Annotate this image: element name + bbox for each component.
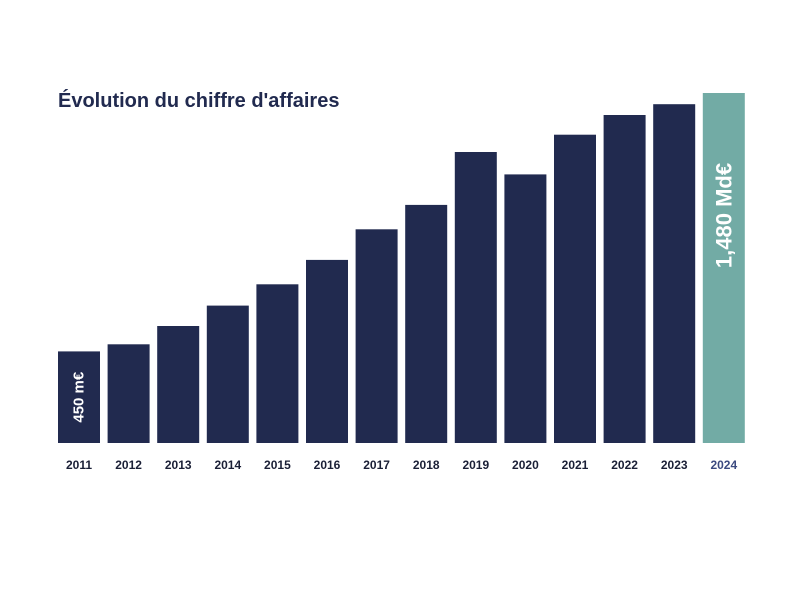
bar-2023 [653, 104, 696, 443]
bar-2014 [206, 305, 249, 443]
x-tick-label-2016: 2016 [314, 458, 341, 472]
x-tick-label-2017: 2017 [363, 458, 390, 472]
x-tick-label-2012: 2012 [115, 458, 142, 472]
x-tick-label-2015: 2015 [264, 458, 291, 472]
chart-title: Évolution du chiffre d'affaires [58, 90, 340, 112]
x-tick-label-2024: 2024 [710, 458, 737, 472]
bar-2018 [405, 204, 448, 443]
bar-2021 [554, 134, 596, 443]
x-tick-label-2021: 2021 [562, 458, 589, 472]
bar-value-label-2024: 1,480 Md€ [711, 163, 736, 268]
x-tick-label-2011: 2011 [66, 458, 92, 472]
bar-2024 [702, 93, 745, 443]
bar-2011 [58, 351, 100, 443]
bar-2019 [454, 152, 497, 443]
x-tick-label-2019: 2019 [462, 458, 489, 472]
x-tick-labels-group: 2011 2012 2013 2014 2015 2016 2017 2018 2019 2020… [66, 458, 737, 472]
x-tick-label-2023: 2023 [661, 458, 688, 472]
bar-2015 [256, 284, 299, 443]
bar-2017 [355, 229, 398, 443]
bar-2012 [107, 344, 150, 443]
bar-value-label-2011: 450 m€ [71, 371, 88, 423]
x-tick-label-2013: 2013 [165, 458, 192, 472]
bar-2013 [157, 326, 200, 443]
bar-labels-group: 450 m€ 1,480 Md€ [71, 163, 737, 423]
x-tick-label-2014: 2014 [214, 458, 241, 472]
x-tick-label-2020: 2020 [512, 458, 539, 472]
bar-2016 [306, 259, 348, 443]
bar-2020 [504, 174, 547, 443]
x-tick-label-2022: 2022 [611, 458, 638, 472]
bar-2022 [603, 115, 646, 443]
bars-group [58, 93, 745, 443]
x-tick-label-2018: 2018 [413, 458, 440, 472]
